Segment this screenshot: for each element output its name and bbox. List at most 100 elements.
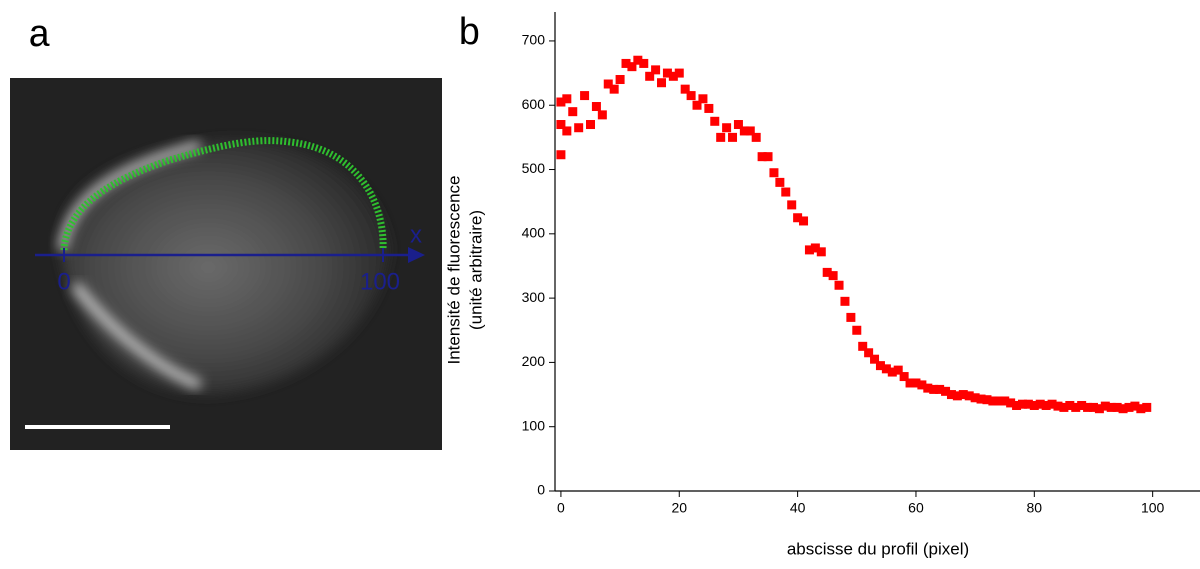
point <box>1000 396 1010 406</box>
point <box>1124 402 1134 412</box>
y-tick-label: 600 <box>522 96 546 112</box>
point <box>591 102 601 112</box>
point <box>615 75 625 85</box>
point <box>1035 399 1045 409</box>
point <box>1012 400 1022 410</box>
y-axis-label: (unité arbitraire) <box>466 210 485 330</box>
point <box>870 354 880 364</box>
point <box>911 378 921 388</box>
point <box>1006 398 1016 408</box>
point <box>574 123 584 133</box>
point <box>597 110 607 120</box>
point <box>1083 402 1093 412</box>
point <box>704 103 714 113</box>
point <box>1106 402 1116 412</box>
point <box>822 267 832 277</box>
point <box>1041 400 1051 410</box>
point <box>733 120 743 130</box>
point <box>929 384 939 394</box>
point <box>1100 401 1110 411</box>
point <box>1094 404 1104 414</box>
point <box>556 120 566 130</box>
point <box>976 394 986 404</box>
point <box>621 58 631 68</box>
point <box>1142 402 1152 412</box>
point <box>917 380 927 390</box>
point <box>958 390 968 400</box>
y-tick-label: 300 <box>522 289 546 305</box>
arrow-head <box>408 247 425 263</box>
y-tick-label: 700 <box>522 32 546 48</box>
y-tick-label: 400 <box>522 225 546 241</box>
point <box>810 243 820 253</box>
point <box>562 94 572 104</box>
tick-label: 100 <box>360 268 400 295</box>
point <box>1023 399 1033 409</box>
point <box>858 341 868 351</box>
point <box>816 247 826 257</box>
y-tick-label: 0 <box>537 482 545 498</box>
point <box>662 68 672 78</box>
point <box>970 393 980 403</box>
point <box>745 126 755 136</box>
x-tick-label: 80 <box>1027 500 1043 516</box>
point <box>952 391 962 401</box>
x-tick-label: 40 <box>790 500 806 516</box>
point <box>698 94 708 104</box>
point <box>864 348 874 358</box>
point <box>1130 401 1140 411</box>
x-tick-label: 60 <box>908 500 924 516</box>
point <box>680 84 690 94</box>
cell <box>59 139 390 395</box>
point <box>875 361 885 371</box>
point <box>887 367 897 377</box>
x-tick-label: 100 <box>1141 500 1165 516</box>
point <box>609 84 619 94</box>
y-tick-label: 200 <box>522 353 546 369</box>
point <box>1047 399 1057 409</box>
point <box>586 120 596 130</box>
point <box>1077 400 1087 410</box>
point <box>556 150 566 160</box>
point <box>893 365 903 375</box>
point <box>1065 400 1075 410</box>
point <box>1118 404 1128 414</box>
point <box>674 68 684 78</box>
point <box>781 187 791 197</box>
y-tick-label: 100 <box>522 417 546 433</box>
point <box>1136 404 1146 414</box>
point <box>639 58 649 68</box>
x-tick-label: 20 <box>671 500 687 516</box>
point <box>982 395 992 405</box>
point <box>728 132 738 142</box>
point <box>964 391 974 401</box>
point <box>935 384 945 394</box>
point <box>1071 402 1081 412</box>
y-axis-label: Intensité de fluorescence <box>444 175 463 364</box>
cell-edge <box>71 281 202 390</box>
panel-label: b <box>458 13 481 56</box>
point <box>1088 402 1098 412</box>
point <box>757 152 767 162</box>
point <box>994 396 1004 406</box>
axis-label: x <box>410 221 422 248</box>
point <box>751 132 761 142</box>
point <box>828 271 838 281</box>
point <box>651 65 661 75</box>
point <box>633 55 643 65</box>
point <box>580 91 590 101</box>
point <box>710 116 720 126</box>
point <box>1017 399 1027 409</box>
profile-path <box>60 137 387 251</box>
point <box>834 280 844 290</box>
panel-label: a <box>28 15 51 58</box>
x-tick-label: 0 <box>557 500 565 516</box>
x-axis-label: abscisse du profil (pixel) <box>787 539 969 558</box>
point <box>556 97 566 107</box>
point <box>1029 400 1039 410</box>
point <box>846 312 856 322</box>
point <box>923 383 933 393</box>
point <box>840 296 850 306</box>
